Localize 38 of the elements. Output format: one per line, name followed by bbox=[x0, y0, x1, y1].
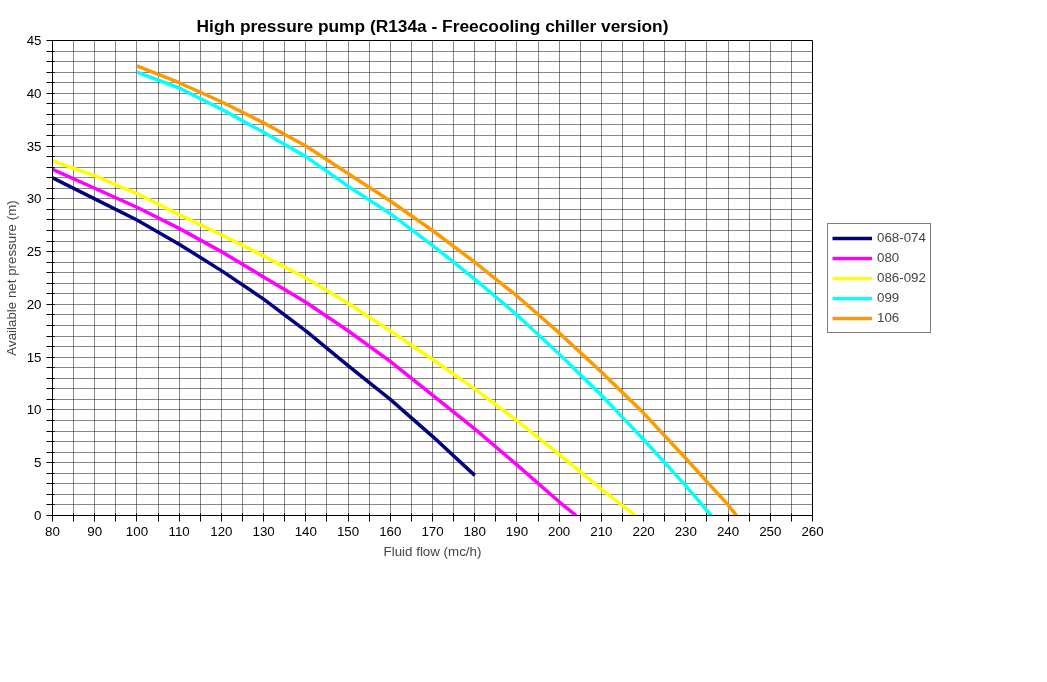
x-tick-label: 120 bbox=[210, 523, 233, 539]
x-tick-label: 90 bbox=[87, 523, 103, 539]
legend-label: 068-074 bbox=[877, 230, 926, 245]
x-tick-label: 200 bbox=[548, 523, 571, 539]
y-tick-label: 15 bbox=[26, 349, 42, 365]
y-tick-label: 0 bbox=[34, 508, 42, 523]
y-axis-title: Available net pressure (m) bbox=[3, 200, 19, 356]
x-tick-label: 260 bbox=[801, 523, 824, 539]
x-axis-title: Fluid flow (mc/h) bbox=[383, 543, 482, 559]
x-tick-label: 80 bbox=[45, 523, 60, 539]
x-tick-label: 190 bbox=[505, 523, 529, 539]
x-tick-label: 110 bbox=[168, 523, 190, 539]
legend-label: 099 bbox=[877, 290, 900, 305]
x-tick-label: 170 bbox=[421, 523, 444, 539]
x-tick-label: 130 bbox=[252, 523, 275, 539]
legend-label: 086-092 bbox=[877, 270, 926, 285]
y-tick-label: 45 bbox=[26, 33, 42, 48]
y-tick-label: 25 bbox=[26, 244, 42, 260]
x-tick-label: 100 bbox=[125, 523, 149, 539]
chart-title: High pressure pump (R134a - Freecooling chiller version) bbox=[196, 15, 669, 36]
x-tick-label: 150 bbox=[336, 523, 360, 539]
y-tick-label: 20 bbox=[26, 296, 42, 312]
x-tick-label: 230 bbox=[674, 523, 697, 539]
x-tick-label: 250 bbox=[759, 523, 782, 539]
x-tick-label: 140 bbox=[294, 523, 317, 539]
y-tick-label: 30 bbox=[26, 191, 42, 207]
x-tick-label: 160 bbox=[379, 523, 402, 539]
y-tick-label: 40 bbox=[26, 85, 42, 101]
y-tick-label: 35 bbox=[26, 138, 42, 154]
legend-label: 080 bbox=[877, 250, 900, 265]
line-series bbox=[52, 175, 477, 478]
x-tick-label: 220 bbox=[632, 523, 655, 539]
x-tick-label: 210 bbox=[590, 523, 613, 539]
x-tick-label: 180 bbox=[463, 523, 486, 539]
y-tick-label: 5 bbox=[34, 455, 42, 471]
x-tick-label: 240 bbox=[716, 523, 740, 539]
legend-label: 106 bbox=[877, 310, 900, 325]
y-tick-label: 10 bbox=[26, 402, 42, 418]
